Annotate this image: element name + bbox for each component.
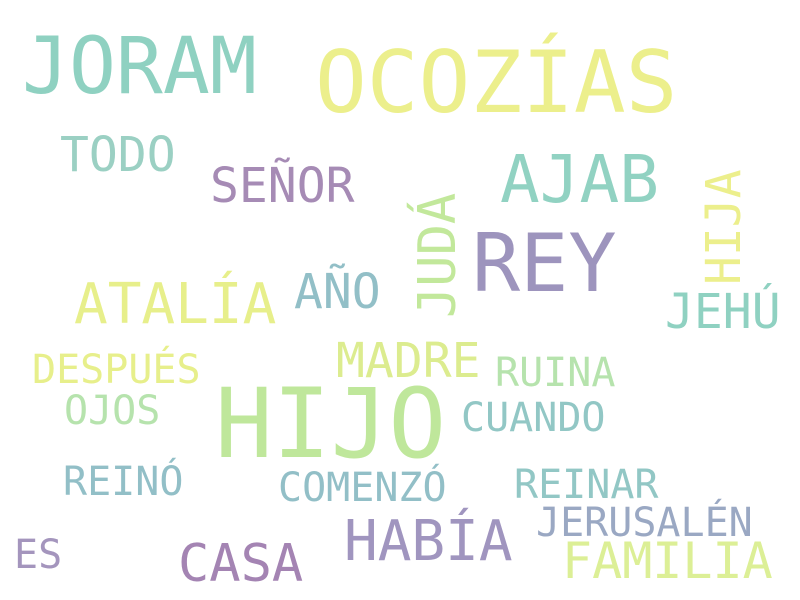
- word-jerusalen: JERUSALÉN: [536, 500, 753, 546]
- word-hijo: HIJO: [215, 368, 447, 480]
- word-reinar: REINAR: [514, 462, 659, 508]
- word-ajab: AJAB: [500, 141, 659, 218]
- word-ruina: RUINA: [495, 350, 616, 396]
- word-reino: REINÓ: [63, 459, 184, 505]
- word-todo: TODO: [60, 127, 176, 183]
- word-juda: JUDÁ: [408, 192, 468, 318]
- word-despues: DESPUÉS: [32, 347, 201, 393]
- word-hija: HIJA: [696, 169, 752, 285]
- word-joram: JORAM: [22, 22, 257, 112]
- word-familia: FAMILIA: [562, 532, 773, 590]
- word-ocozias: OCOZÍAS: [315, 33, 678, 133]
- word-jehu: JEHÚ: [665, 284, 781, 340]
- word-es: ES: [14, 532, 63, 578]
- word-casa: CASA: [178, 534, 304, 594]
- word-senor: SEÑOR: [210, 158, 355, 214]
- word-atalia: ATALÍA: [74, 272, 277, 337]
- word-cuando: CUANDO: [461, 395, 606, 441]
- word-ano: AÑO: [294, 264, 381, 320]
- word-rey: REY: [472, 217, 617, 310]
- word-madre: MADRE: [336, 333, 481, 389]
- word-habia: HABÍA: [344, 509, 513, 574]
- word-ojos: OJOS: [64, 388, 161, 434]
- word-comenzo: COMENZÓ: [278, 465, 447, 511]
